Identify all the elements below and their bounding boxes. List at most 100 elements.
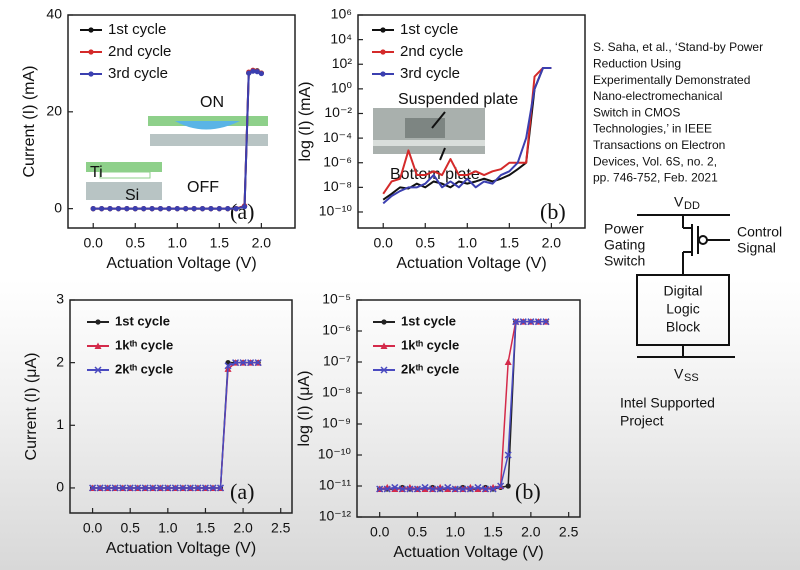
legend-dot [380, 49, 386, 55]
marker [124, 206, 130, 212]
x-axis-label: Actuation Voltage (V) [396, 255, 546, 272]
marker [115, 206, 122, 212]
series-line [92, 361, 259, 489]
y-tick-label: 10⁻⁷ [323, 353, 351, 369]
marker [381, 319, 387, 325]
marker [94, 366, 102, 374]
footer: Project [620, 413, 664, 429]
y-tick-label: 10⁰ [331, 80, 353, 96]
marker [489, 485, 497, 493]
marker [89, 484, 97, 492]
y-tick-label: 10⁻⁸ [322, 384, 351, 400]
x-tick-label: 1.5 [196, 520, 216, 536]
legend-label: 2nd cycle [400, 43, 463, 60]
marker [250, 68, 256, 74]
y-tick-label: 1 [56, 416, 64, 432]
y-axis-label: log (I) (μA) [296, 371, 313, 447]
marker [119, 484, 127, 492]
annotation: ON [200, 94, 224, 111]
legend-label: 1st cycle [401, 313, 456, 328]
y-tick-label: 0 [56, 479, 64, 495]
legend-label: 2nd cycle [108, 43, 171, 60]
y-tick-label: 10⁻⁹ [322, 415, 351, 431]
legend-label: 3rd cycle [108, 65, 168, 82]
y-tick-label: 3 [56, 291, 64, 307]
x-axis-label: Actuation Voltage (V) [393, 544, 543, 561]
switch-label: Gating [604, 237, 645, 253]
marker [497, 482, 505, 490]
annotation: (a) [230, 479, 254, 504]
marker [186, 484, 194, 492]
marker [444, 485, 452, 493]
x-tick-label: 2.0 [233, 520, 253, 536]
marker [254, 69, 260, 75]
marker [164, 484, 172, 492]
series-line [92, 361, 259, 489]
marker [126, 484, 134, 492]
x-tick-label: 0.0 [83, 235, 103, 251]
y-tick-label: 10⁻⁵ [322, 291, 351, 307]
marker [383, 485, 391, 493]
annotation: (b) [515, 479, 541, 504]
marker [519, 318, 527, 326]
x-tick-label: 0.0 [370, 524, 390, 540]
x-tick-label: 1.5 [210, 235, 230, 251]
vss-symbol: V [674, 366, 684, 382]
marker [225, 206, 231, 212]
marker [149, 206, 155, 212]
marker [413, 485, 422, 493]
y-tick-label: 10⁻² [324, 104, 352, 120]
marker [156, 484, 164, 492]
marker [95, 319, 101, 325]
y-tick-label: 2 [56, 353, 64, 369]
x-tick-label: 0.0 [83, 520, 103, 536]
marker [504, 358, 512, 365]
footer: Intel Supported [620, 395, 715, 411]
y-tick-label: 10⁻⁶ [323, 153, 352, 169]
y-tick-label: 10⁻¹⁰ [318, 446, 352, 462]
y-tick-label: 10⁻⁴ [323, 129, 352, 145]
annotation: (a) [230, 199, 254, 224]
y-tick-label: 10⁻⁶ [322, 322, 351, 338]
marker [107, 206, 113, 212]
marker [512, 318, 520, 326]
marker [459, 485, 467, 493]
marker [216, 484, 225, 492]
marker [88, 49, 94, 55]
switch-label: Power [604, 221, 644, 237]
circuit [636, 214, 735, 358]
y-axis-label: Current (I) (μA) [23, 353, 40, 461]
marker [398, 485, 406, 493]
x-tick-label: 2.0 [521, 524, 541, 540]
vdd-subscript: DD [684, 200, 700, 212]
annotation: Suspended plate [398, 91, 518, 108]
marker [421, 483, 429, 491]
marker [241, 204, 248, 210]
marker [96, 484, 104, 492]
marker [542, 318, 550, 326]
x-tick-label: 0.0 [373, 235, 393, 251]
legend-label: 3rd cycle [400, 65, 460, 82]
citation-line: Technologies,’ in IEEE [593, 122, 712, 136]
x-tick-label: 0.5 [126, 235, 146, 251]
plot-frame [67, 14, 296, 229]
marker [527, 318, 535, 326]
citation-line: Transactions on Electron [593, 138, 725, 152]
marker [247, 359, 255, 367]
marker [376, 485, 384, 493]
plot-frame [356, 299, 581, 518]
marker [246, 70, 252, 76]
control-label: Control [737, 224, 782, 240]
block-label: Logic [666, 301, 699, 317]
marker [391, 483, 399, 491]
marker [209, 484, 217, 492]
marker [141, 484, 149, 492]
plot-frame [69, 299, 293, 514]
marker [258, 70, 264, 77]
marker [406, 485, 414, 493]
legend-dot [380, 27, 386, 33]
y-tick-label: 0 [54, 199, 62, 215]
chart: 0.0 0.5 1.0 1.5 2.0 10⁻¹⁰ 10⁻⁸ 10⁻⁶ 10⁻⁴ 10⁻² 10⁰ 1… [297, 6, 586, 272]
marker [216, 206, 222, 212]
